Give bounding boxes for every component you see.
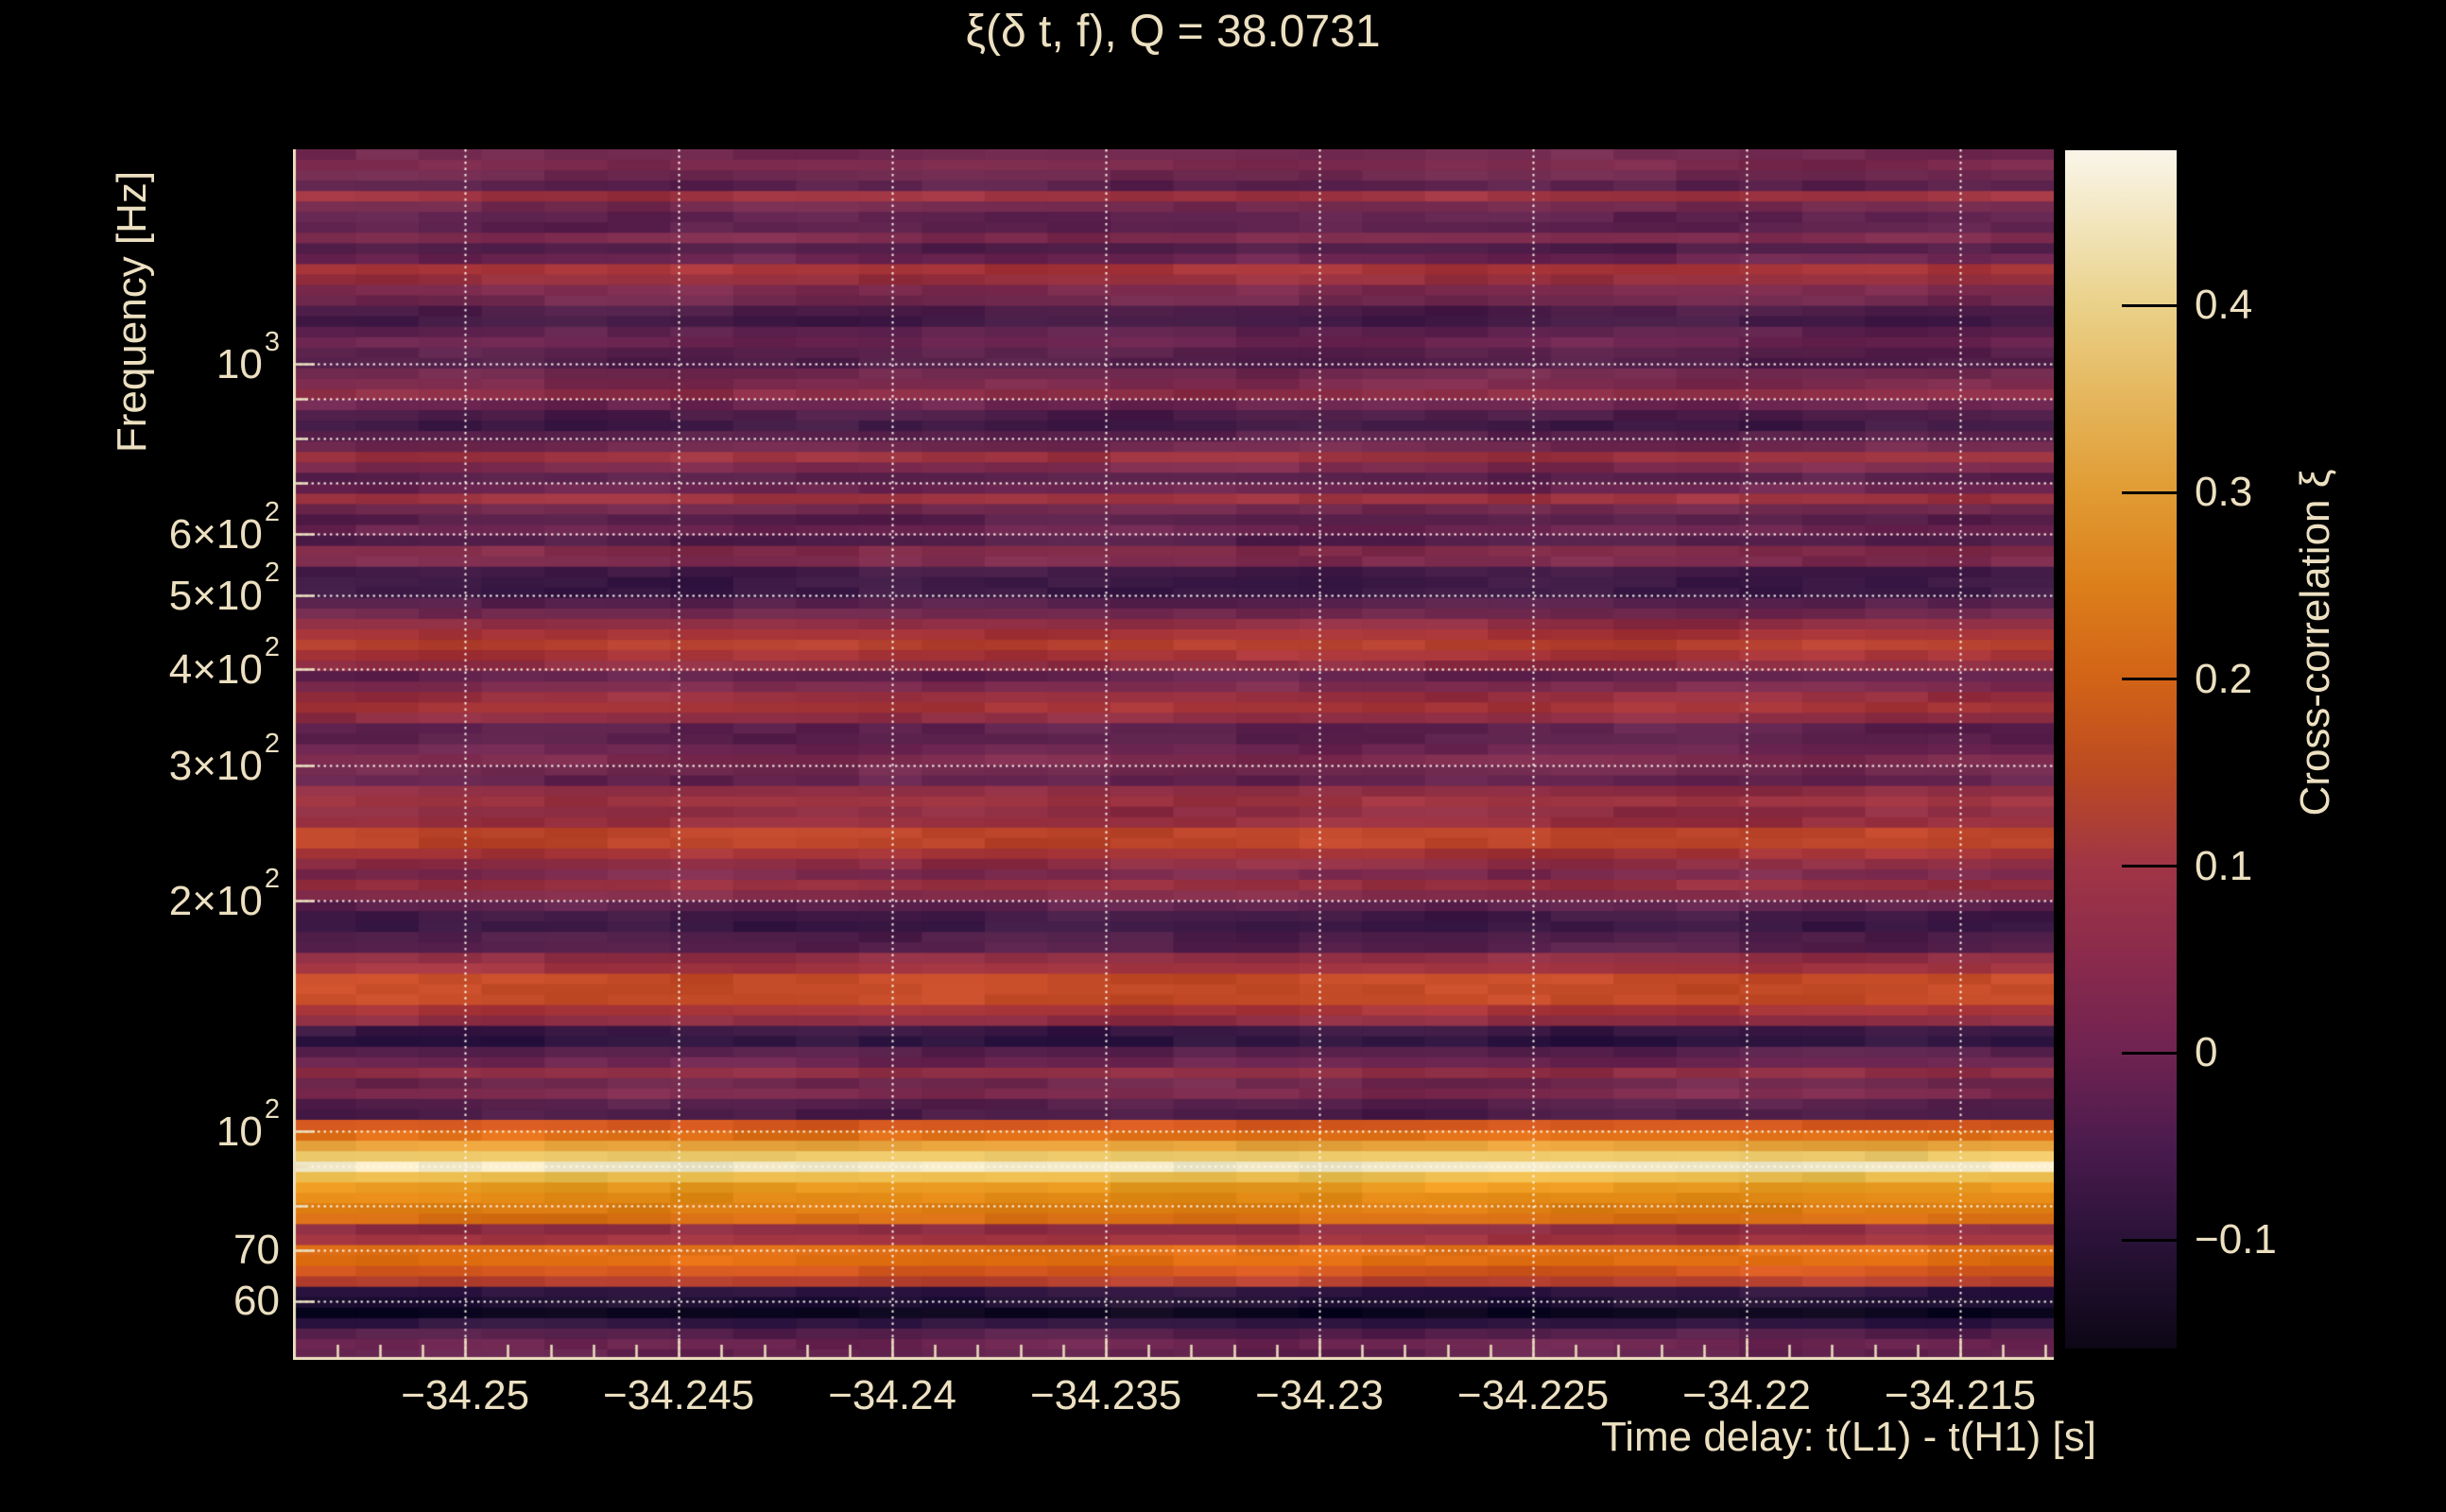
colorbar (2065, 150, 2177, 1349)
y-tick-label: 60 (233, 1278, 280, 1325)
x-axis-label: Time delay: t(L1) - t(H1) [s] (1600, 1414, 2096, 1460)
y-tick-label: 2×102 (168, 863, 280, 924)
heatmap-plot (293, 149, 2054, 1360)
colorbar-tick-label: −0.1 (2195, 1216, 2277, 1263)
y-tick-label: 6×102 (168, 497, 280, 558)
x-tick-label: −34.22 (1682, 1372, 1811, 1418)
y-tick-label: 70 (233, 1226, 280, 1273)
y-axis-label: Frequency [Hz] (109, 170, 155, 454)
colorbar-tick-label: 0.1 (2195, 842, 2253, 889)
chart-title: ξ(δ t, f), Q = 38.0731 (965, 7, 1381, 57)
colorbar-tick (2122, 303, 2177, 307)
colorbar-tick-label: 0.3 (2195, 469, 2253, 515)
x-tick-label: −34.215 (1884, 1372, 2037, 1418)
colorbar-tick (2122, 865, 2177, 868)
y-tick-label: 3×102 (168, 728, 280, 789)
colorbar-tick-label: 0 (2195, 1029, 2218, 1076)
colorbar-tick (2122, 1238, 2177, 1242)
colorbar-tick (2122, 490, 2177, 494)
x-tick-label: −34.23 (1255, 1372, 1384, 1418)
y-tick-label: 102 (215, 1094, 280, 1155)
colorbar-tick-label: 0.2 (2195, 655, 2253, 702)
y-tick-label: 4×102 (168, 632, 280, 694)
y-tick-label: 103 (215, 327, 280, 387)
x-tick-label: −34.245 (602, 1372, 755, 1418)
x-tick-label: −34.25 (401, 1372, 530, 1418)
colorbar-label: Cross-correlation ξ (2292, 469, 2338, 816)
y-tick-label: 5×102 (168, 558, 280, 619)
colorbar-tick-label: 0.4 (2195, 282, 2253, 329)
colorbar-tick (2122, 1051, 2177, 1055)
heatmap-canvas (293, 149, 2054, 1360)
x-tick-label: −34.235 (1029, 1372, 1182, 1418)
colorbar-tick (2122, 678, 2177, 681)
x-tick-label: −34.24 (828, 1372, 956, 1418)
x-tick-label: −34.225 (1456, 1372, 1610, 1418)
